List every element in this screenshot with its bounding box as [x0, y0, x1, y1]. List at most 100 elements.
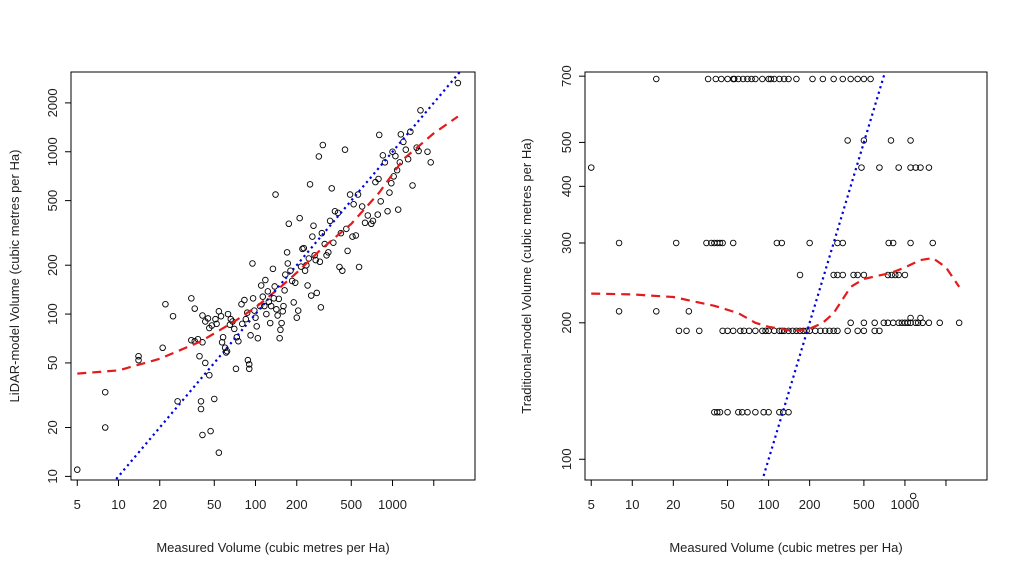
data-point	[785, 408, 792, 416]
data-point	[830, 327, 837, 335]
data-point	[731, 75, 738, 83]
data-point	[776, 75, 783, 83]
data-point	[907, 239, 914, 247]
data-point	[925, 164, 933, 171]
y-tick-label: 200	[559, 312, 574, 334]
data-point	[281, 287, 288, 294]
data-point	[675, 327, 683, 335]
data-point	[207, 427, 214, 435]
data-point	[325, 249, 332, 256]
data-point	[375, 175, 382, 183]
data-point	[254, 334, 262, 342]
data-point	[377, 198, 384, 205]
data-point	[917, 164, 924, 171]
data-point	[796, 271, 804, 279]
data-point	[379, 152, 387, 159]
y-tick-label: 100	[559, 448, 574, 470]
data-point	[719, 239, 726, 247]
x-tick-label: 10	[111, 497, 125, 512]
data-point	[384, 207, 391, 215]
data-point	[276, 334, 283, 342]
data-point	[834, 327, 841, 335]
data-point	[305, 255, 313, 262]
axis-ticks: 5 10 20 50 100 200 500 1000 10 20 50 100 200 500 1000 2…	[45, 88, 435, 512]
data-point	[895, 319, 902, 327]
data-point	[752, 408, 759, 416]
x-tick-label: 200	[286, 497, 308, 512]
data-point	[413, 144, 420, 151]
data-point	[309, 233, 316, 240]
data-point	[301, 267, 309, 274]
data-point	[74, 466, 81, 473]
data-point	[235, 338, 242, 345]
x-tick-label: 5	[74, 497, 81, 512]
data-point	[724, 75, 731, 83]
data-point	[819, 75, 827, 83]
data-point	[272, 191, 279, 198]
data-point	[765, 408, 772, 416]
data-point	[850, 271, 857, 279]
data-point	[839, 239, 847, 247]
data-point	[392, 152, 399, 160]
data-point	[738, 408, 746, 416]
data-point	[718, 75, 725, 83]
data-point	[372, 178, 379, 186]
data-point	[317, 304, 325, 311]
data-point	[341, 146, 349, 153]
data-point	[318, 229, 326, 237]
smooth-trend-line	[77, 115, 459, 375]
y-tick-label: 1000	[45, 137, 60, 166]
data-point	[249, 295, 257, 302]
x-tick-label: 5	[588, 497, 595, 512]
data-point	[162, 300, 169, 308]
data-point	[361, 219, 369, 227]
data-point	[197, 398, 205, 405]
data-point	[159, 344, 166, 352]
data-point	[197, 405, 205, 413]
y-tick-label: 700	[559, 65, 574, 87]
x-tick-label: 1000	[890, 497, 919, 512]
data-point	[867, 75, 874, 83]
data-point	[271, 283, 278, 290]
data-points	[587, 75, 963, 500]
data-point	[860, 75, 868, 83]
y-tick-label: 10	[45, 469, 60, 483]
x-tick-label: 1000	[378, 497, 407, 512]
data-point	[278, 319, 285, 327]
one-to-one-reference-line	[761, 72, 887, 480]
data-point	[174, 398, 181, 405]
data-point	[793, 75, 800, 83]
data-point	[839, 75, 847, 83]
data-point	[346, 191, 354, 198]
data-point	[773, 239, 781, 247]
data-point	[884, 319, 892, 327]
data-point	[364, 212, 372, 219]
data-point	[826, 327, 833, 335]
data-point	[735, 75, 742, 83]
data-point	[352, 232, 360, 239]
data-point	[224, 310, 232, 318]
data-point	[917, 314, 924, 322]
data-point	[821, 327, 829, 335]
data-point	[188, 336, 195, 344]
data-point	[204, 315, 212, 322]
data-point	[860, 271, 868, 279]
data-point	[337, 229, 345, 237]
data-point	[912, 319, 919, 327]
data-point	[389, 148, 396, 156]
data-point	[615, 308, 623, 315]
data-point	[311, 252, 318, 259]
data-point	[212, 315, 219, 323]
data-point	[219, 333, 227, 341]
data-point	[304, 282, 311, 289]
data-point	[729, 239, 737, 247]
data-point	[907, 137, 914, 144]
data-point	[249, 260, 256, 267]
data-point	[830, 75, 837, 83]
data-point	[735, 408, 742, 416]
data-point	[101, 424, 109, 431]
data-point	[273, 306, 280, 313]
data-point	[780, 75, 788, 83]
data-point	[901, 271, 909, 279]
data-point	[358, 203, 366, 210]
